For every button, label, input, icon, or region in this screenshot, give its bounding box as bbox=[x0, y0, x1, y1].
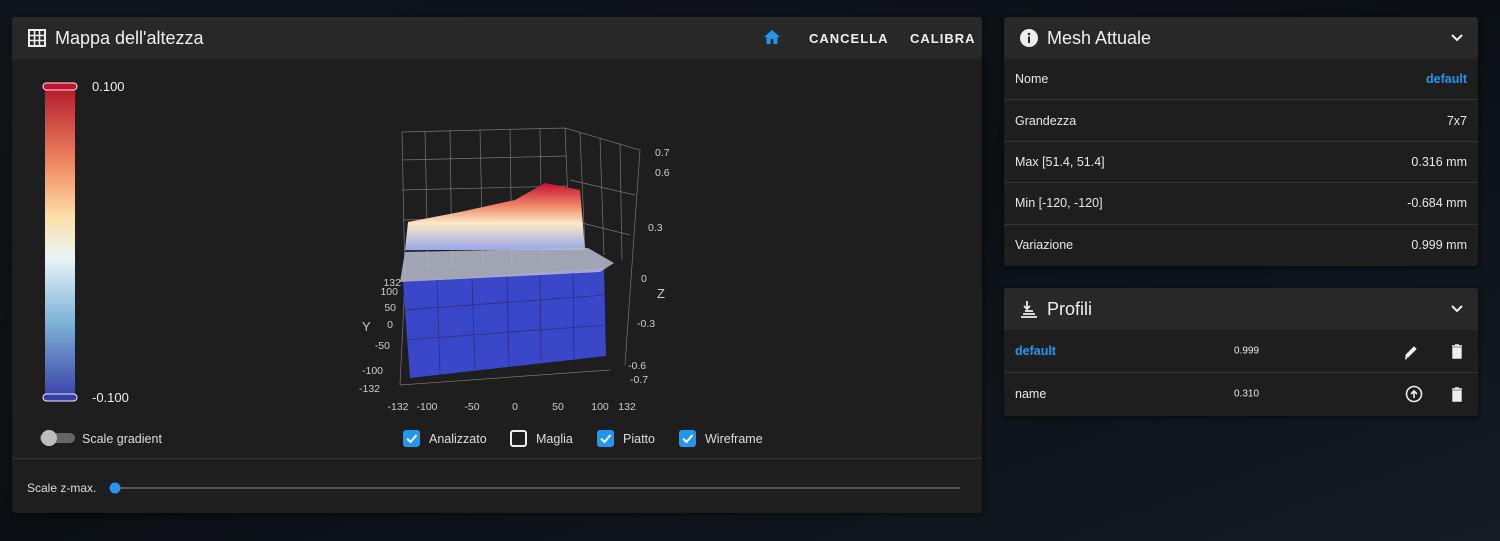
mesh-header[interactable]: Mesh Attuale bbox=[1004, 17, 1478, 59]
chevron[interactable] bbox=[1451, 304, 1463, 314]
mesh-value: 0.999 mm bbox=[1411, 237, 1467, 252]
mesh-key: Variazione bbox=[1015, 237, 1074, 252]
profile-variance: 0.310 bbox=[1234, 388, 1260, 400]
profile-row: default 0.999 bbox=[1004, 330, 1478, 373]
profile-name: name bbox=[1015, 387, 1047, 401]
info-icon bbox=[1020, 29, 1038, 47]
edit-icon[interactable] bbox=[1404, 346, 1417, 360]
mesh-title: Mesh Attuale bbox=[1047, 28, 1152, 48]
load-icon[interactable] bbox=[1405, 385, 1423, 403]
profile-name: default bbox=[1015, 344, 1056, 358]
home-button[interactable] bbox=[763, 29, 781, 45]
divider bbox=[12, 458, 982, 459]
mesh-row: Min [-120, -120] -0.684 mm bbox=[1004, 183, 1478, 225]
delete-icon[interactable] bbox=[1452, 344, 1462, 359]
load-arrow bbox=[1410, 389, 1418, 398]
profile-variance: 0.999 bbox=[1234, 345, 1260, 357]
mesh-value: 7x7 bbox=[1446, 113, 1467, 128]
calibrate-button[interactable]: CALIBRA bbox=[910, 31, 976, 46]
grid-icon bbox=[28, 29, 46, 47]
heightmap-title: Mappa dell'altezza bbox=[55, 28, 204, 48]
mesh-value: -0.684 mm bbox=[1407, 196, 1467, 211]
profile-row: name 0.310 bbox=[1004, 373, 1478, 415]
mesh-row: Max [51.4, 51.4] 0.316 mm bbox=[1004, 142, 1478, 184]
mesh-key: Grandezza bbox=[1015, 113, 1077, 128]
profile-actions[interactable] bbox=[1396, 341, 1476, 361]
heightmap-header: Mappa dell'altezza CANCELLA CALIBRA bbox=[12, 17, 982, 59]
profiles-panel: Profili default 0.999 name 0.310 bbox=[1004, 288, 1478, 416]
mesh-key: Max [51.4, 51.4] bbox=[1015, 154, 1105, 169]
mesh-row: Nome default bbox=[1004, 59, 1478, 101]
mesh-key: Min [-120, -120] bbox=[1015, 196, 1103, 211]
heightmap-panel: Mappa dell'altezza CANCELLA CALIBRA bbox=[12, 17, 982, 513]
mesh-value: default bbox=[1426, 72, 1467, 87]
profiles-header[interactable]: Profili bbox=[1004, 288, 1478, 330]
mesh-row: Grandezza 7x7 bbox=[1004, 100, 1478, 142]
cancel-button[interactable]: CANCELLA bbox=[809, 31, 889, 46]
delete-icon[interactable] bbox=[1452, 387, 1462, 402]
chevron[interactable] bbox=[1451, 33, 1463, 43]
profiles-title: Profili bbox=[1047, 299, 1093, 319]
profile-actions[interactable] bbox=[1396, 384, 1476, 404]
mesh-value: 0.316 mm bbox=[1411, 154, 1467, 169]
mesh-key: Nome bbox=[1015, 72, 1049, 87]
mesh-panel: Mesh Attuale Nome default Grandezza 7x7 Max … bbox=[1004, 17, 1478, 266]
mesh-row: Variazione 0.999 mm bbox=[1004, 225, 1478, 265]
profiles-icon bbox=[1021, 301, 1037, 318]
